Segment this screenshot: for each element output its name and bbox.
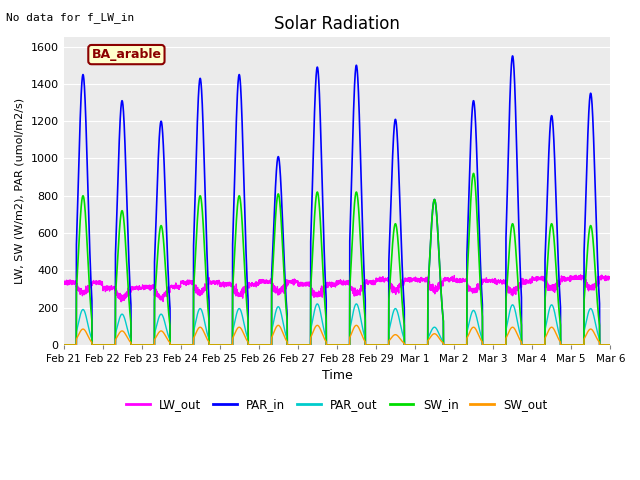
PAR_in xyxy=(509,53,516,59)
LW_out xyxy=(60,278,67,284)
PAR_out xyxy=(134,342,142,348)
Text: BA_arable: BA_arable xyxy=(92,48,161,61)
SW_out xyxy=(418,342,426,348)
PAR_in xyxy=(418,342,426,348)
SW_out xyxy=(60,342,67,348)
SW_in xyxy=(470,170,477,176)
PAR_in xyxy=(349,148,356,154)
LW_out xyxy=(117,299,125,305)
Y-axis label: LW, SW (W/m2), PAR (umol/m2/s): LW, SW (W/m2), PAR (umol/m2/s) xyxy=(15,98,25,284)
PAR_in xyxy=(606,342,614,348)
LW_out xyxy=(349,285,356,291)
X-axis label: Time: Time xyxy=(321,370,352,383)
PAR_out xyxy=(60,342,67,348)
SW_in xyxy=(600,342,607,348)
Line: SW_in: SW_in xyxy=(63,173,610,345)
PAR_out xyxy=(606,342,614,348)
SW_out xyxy=(600,342,607,348)
PAR_out xyxy=(406,342,413,348)
PAR_out xyxy=(314,301,321,307)
SW_out xyxy=(134,342,142,348)
Line: PAR_out: PAR_out xyxy=(63,304,610,345)
LW_out xyxy=(134,284,142,290)
PAR_out xyxy=(418,342,426,348)
SW_in xyxy=(418,342,426,348)
Line: SW_out: SW_out xyxy=(63,325,610,345)
SW_out xyxy=(500,342,508,348)
PAR_in xyxy=(134,342,142,348)
LW_out xyxy=(418,276,426,282)
LW_out xyxy=(606,275,614,280)
Legend: LW_out, PAR_in, PAR_out, SW_in, SW_out: LW_out, PAR_in, PAR_out, SW_in, SW_out xyxy=(122,394,552,416)
LW_out xyxy=(500,279,508,285)
SW_in xyxy=(134,342,142,348)
PAR_in xyxy=(405,342,413,348)
Line: PAR_in: PAR_in xyxy=(63,56,610,345)
Line: LW_out: LW_out xyxy=(63,275,610,302)
SW_out xyxy=(606,342,614,348)
PAR_out xyxy=(500,342,508,348)
PAR_in xyxy=(600,342,607,348)
SW_out xyxy=(275,323,282,328)
LW_out xyxy=(600,275,607,280)
SW_in xyxy=(606,342,614,348)
LW_out xyxy=(406,276,413,282)
PAR_in xyxy=(500,342,508,348)
Title: Solar Radiation: Solar Radiation xyxy=(274,15,400,33)
Text: No data for f_LW_in: No data for f_LW_in xyxy=(6,12,134,23)
SW_in xyxy=(349,236,356,242)
SW_out xyxy=(406,342,413,348)
PAR_out xyxy=(349,313,356,319)
PAR_in xyxy=(60,342,67,348)
SW_in xyxy=(500,342,508,348)
SW_in xyxy=(405,342,413,348)
PAR_out xyxy=(600,342,607,348)
SW_out xyxy=(349,328,356,334)
SW_in xyxy=(60,342,67,348)
LW_out xyxy=(577,272,584,278)
